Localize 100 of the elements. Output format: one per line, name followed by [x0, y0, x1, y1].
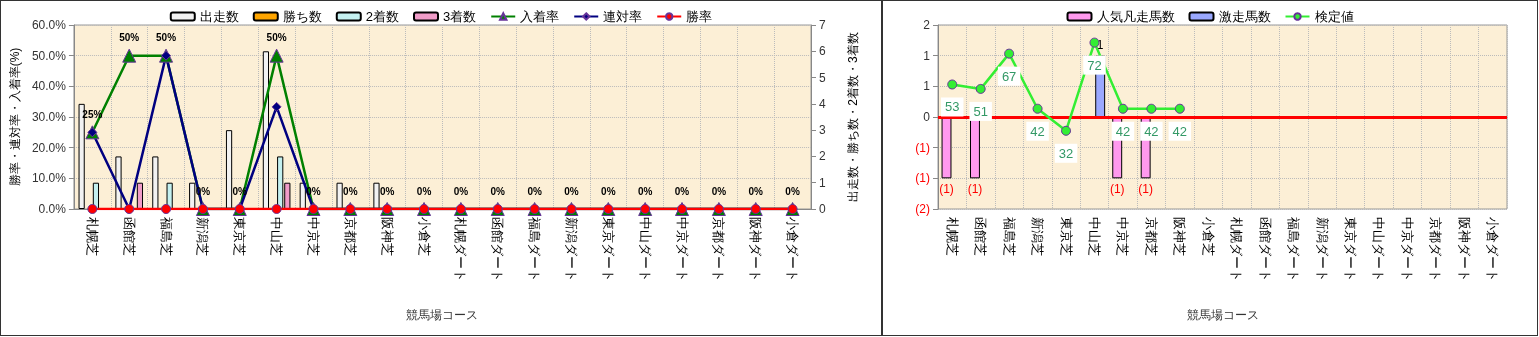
- x-tick-label: 新潟芝: [195, 217, 211, 256]
- y-tick-label: (2): [915, 202, 930, 216]
- x-axis-title: 競馬場コース: [1186, 308, 1259, 322]
- y2-tick-label: 1: [819, 175, 826, 190]
- x-tick-label: 新潟ダート: [1314, 217, 1330, 282]
- y2-tick-label: 0: [819, 202, 826, 216]
- y2-tick-label: 2: [819, 149, 826, 164]
- x-tick-label: 小倉芝: [1200, 217, 1216, 256]
- data-label: 0%: [601, 185, 616, 197]
- data-label: 51: [973, 103, 988, 119]
- y-tick-label: (1): [915, 140, 930, 155]
- x-tick-label: 阪神ダート: [748, 217, 764, 282]
- x-tick-label: 福島芝: [1001, 217, 1017, 256]
- legend-label: 3着数: [443, 9, 477, 24]
- x-tick-label: 京都芝: [342, 217, 358, 256]
- x-tick-label: 中京ダート: [1399, 217, 1415, 282]
- data-label: 32: [1058, 145, 1074, 161]
- data-label: 0%: [490, 185, 506, 197]
- x-tick-label: 小倉ダート: [1485, 217, 1501, 282]
- y-tick-label: 10.0%: [31, 171, 67, 186]
- data-label: 67: [1001, 68, 1017, 84]
- x-tick-label: 中山ダート: [1371, 217, 1387, 282]
- data-label: (1): [967, 182, 983, 197]
- x-tick-label: 東京芝: [232, 217, 248, 256]
- data-label: 50%: [119, 32, 140, 44]
- data-label: 53: [944, 99, 960, 115]
- data-label: 0%: [637, 185, 653, 197]
- y-tick-label: 0.0%: [38, 202, 67, 216]
- data-label: 50%: [156, 32, 177, 44]
- x-tick-label: 京都ダート: [1428, 217, 1444, 282]
- data-label: 1: [1096, 37, 1104, 52]
- x-tick-label: 阪神ダート: [1456, 217, 1472, 282]
- data-label: 42: [1115, 123, 1131, 139]
- y-tick-label: (1): [915, 171, 930, 186]
- x-tick-label: 京都ダート: [711, 217, 727, 282]
- x-tick-label: 中山芝: [269, 217, 285, 256]
- legend-label: 2着数: [365, 9, 399, 24]
- x-tick-label: 函館芝: [121, 217, 137, 256]
- y-tick-label: 50.0%: [31, 48, 67, 63]
- data-label: 50%: [266, 32, 287, 44]
- data-label: 0%: [343, 185, 358, 197]
- x-tick-label: 京都芝: [1143, 217, 1159, 256]
- data-label: 0%: [527, 185, 542, 197]
- data-label: 42: [1030, 123, 1045, 139]
- data-label: 42: [1172, 123, 1188, 139]
- data-label: 0%: [453, 185, 469, 197]
- x-tick-label: 東京ダート: [600, 217, 616, 282]
- y2-tick-label: 4: [819, 96, 826, 111]
- data-label: 0%: [564, 185, 579, 197]
- data-label: 0%: [785, 185, 800, 197]
- legend-label: 入着率: [520, 9, 560, 24]
- legend-label: 人気凡走馬数: [1096, 9, 1175, 24]
- data-label: (1): [1138, 182, 1153, 197]
- x-tick-label: 中山芝: [1086, 217, 1102, 256]
- x-axis-title: 競馬場コース: [406, 308, 479, 322]
- y2-axis-title: 出走数・勝ち数・2着数・3着数: [846, 32, 860, 202]
- data-label: 0%: [674, 185, 690, 197]
- data-label: 0%: [379, 185, 395, 197]
- x-tick-label: 小倉ダート: [785, 217, 801, 282]
- y-tick-label: 30.0%: [31, 110, 67, 124]
- x-tick-label: 函館ダート: [490, 217, 506, 282]
- x-tick-label: 中京ダート: [674, 217, 690, 282]
- x-tick-label: 新潟ダート: [563, 217, 579, 282]
- x-tick-label: 新潟芝: [1030, 217, 1046, 256]
- y2-tick-label: 6: [819, 44, 826, 59]
- x-tick-label: 函館ダート: [1257, 217, 1273, 282]
- y-tick-label: 2: [923, 18, 931, 32]
- y-tick-label: 20.0%: [31, 140, 67, 155]
- x-tick-label: 福島芝: [158, 217, 174, 256]
- legend-label: 連対率: [603, 9, 643, 24]
- x-tick-label: 福島ダート: [527, 217, 543, 282]
- x-tick-label: 東京ダート: [1343, 217, 1359, 282]
- y-tick-label: 0: [923, 110, 931, 124]
- legend-label: 勝率: [686, 9, 713, 24]
- x-tick-label: 札幌ダート: [453, 217, 469, 282]
- y-tick-label: 40.0%: [31, 79, 67, 94]
- x-tick-label: 福島ダート: [1286, 217, 1302, 282]
- data-label: 0%: [711, 185, 727, 197]
- x-tick-label: 札幌ダート: [1229, 217, 1245, 282]
- x-tick-label: 函館芝: [973, 217, 989, 256]
- legend-label: 出走数: [199, 9, 239, 24]
- legend-label: 激走馬数: [1218, 9, 1271, 24]
- x-tick-label: 中京芝: [305, 217, 321, 256]
- legend-label: 勝ち数: [282, 9, 322, 24]
- x-tick-label: 東京芝: [1058, 217, 1074, 256]
- y-tick-label: 1: [923, 48, 931, 63]
- data-label: 72: [1087, 57, 1102, 73]
- y2-tick-label: 3: [819, 123, 826, 138]
- x-tick-label: 中京芝: [1115, 217, 1131, 256]
- x-tick-label: 小倉芝: [416, 217, 432, 256]
- data-label: 0%: [748, 185, 764, 197]
- data-label: 42: [1144, 123, 1159, 139]
- y2-tick-label: 7: [819, 18, 826, 32]
- data-label: 0%: [416, 185, 432, 197]
- x-tick-label: 中山ダート: [637, 217, 653, 282]
- legend-label: 検定値: [1314, 9, 1354, 24]
- data-label: (1): [939, 182, 954, 197]
- y-tick-label: 1: [923, 79, 931, 94]
- x-tick-label: 阪神芝: [379, 217, 395, 256]
- x-tick-label: 札幌芝: [84, 217, 100, 256]
